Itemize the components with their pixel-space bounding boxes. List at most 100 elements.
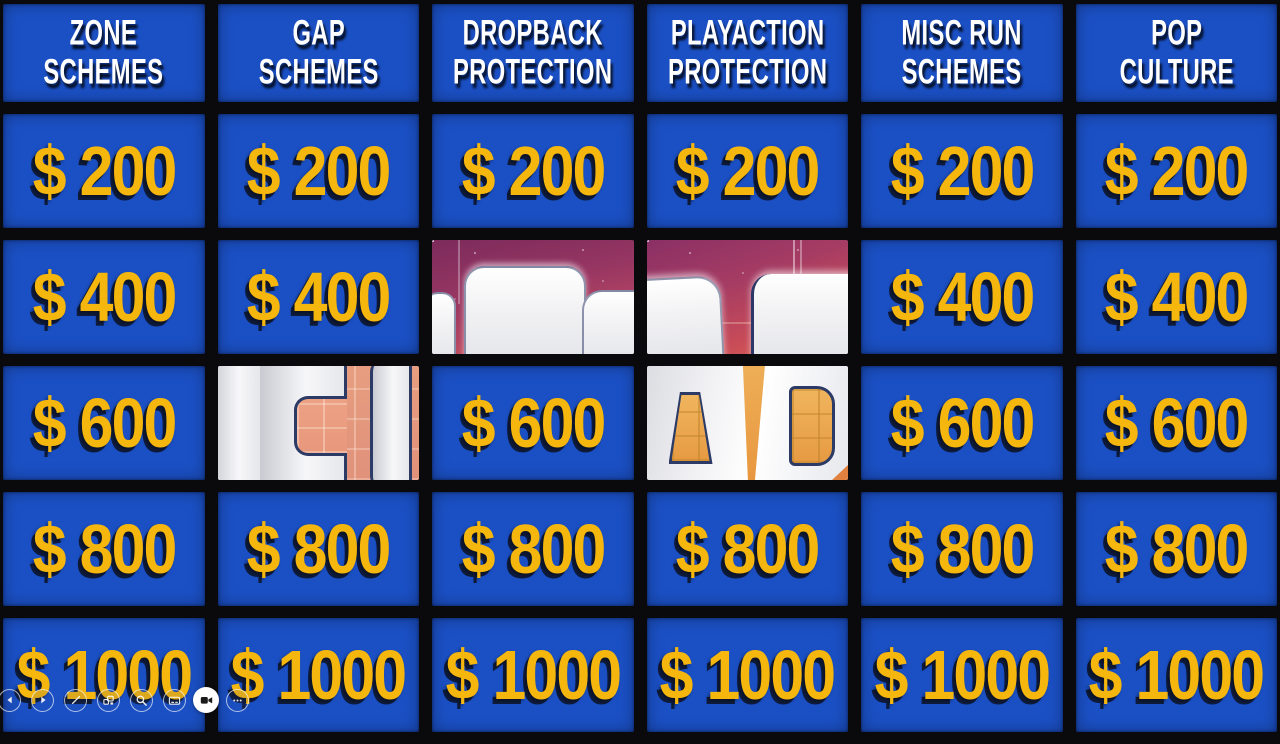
tile-value: $ 1000 — [1088, 636, 1265, 714]
all-slides-icon — [103, 695, 114, 705]
tile-value: $ 400 — [32, 258, 177, 336]
tile-misc-run-schemes-400[interactable]: $ 400 — [861, 240, 1063, 354]
tile-value: $ 1000 — [659, 636, 836, 714]
zoom-button[interactable] — [130, 688, 153, 712]
tile-misc-run-schemes-200[interactable]: $ 200 — [861, 114, 1063, 228]
sparkle-dots — [646, 240, 649, 242]
tile-gap-schemes-400[interactable]: $ 400 — [217, 240, 419, 354]
category-label: POP CULTURE — [1119, 12, 1234, 92]
captions-icon — [168, 696, 181, 705]
tile-gap-schemes-1000[interactable]: $ 1000 — [217, 618, 419, 732]
tile-playaction-protection-600-revealed[interactable] — [646, 366, 848, 480]
letter-d-counter — [788, 386, 835, 466]
tile-misc-run-schemes-800[interactable]: $ 800 — [861, 492, 1063, 606]
tile-value: $ 600 — [890, 384, 1035, 462]
category-header-zone-schemes: ZONE SCHEMES — [3, 4, 205, 102]
tile-value: $ 200 — [246, 132, 392, 210]
revealed-image-fragment — [646, 366, 848, 480]
revealed-image-fragment — [646, 240, 848, 354]
grid-line — [458, 240, 460, 304]
tile-zone-schemes-400[interactable]: $ 400 — [3, 240, 205, 354]
tile-pop-culture-600[interactable]: $ 600 — [1075, 366, 1277, 480]
letter-a-counter — [668, 392, 713, 464]
tile-pop-culture-200[interactable]: $ 200 — [1075, 114, 1277, 228]
more-options-button[interactable] — [226, 688, 249, 712]
tile-playaction-protection-200[interactable]: $ 200 — [646, 114, 848, 228]
previous-arrow-icon — [6, 696, 12, 704]
category-label: DROPBACK PROTECTION — [453, 12, 613, 92]
tile-gap-schemes-200[interactable]: $ 200 — [217, 114, 419, 228]
tile-dropback-protection-400-revealed[interactable] — [432, 240, 634, 354]
next-arrow-icon — [40, 696, 46, 704]
sparkle-dots — [432, 240, 434, 242]
tile-value: $ 600 — [1104, 384, 1250, 462]
tile-value: $ 400 — [890, 258, 1035, 336]
tile-value: $ 1000 — [874, 636, 1050, 714]
category-header-pop-culture: POP CULTURE — [1075, 4, 1277, 102]
tile-value: $ 200 — [1104, 132, 1250, 210]
letter-edge-shape — [369, 366, 412, 480]
next-slide-button[interactable] — [31, 688, 54, 712]
more-ellipsis-icon — [233, 698, 242, 702]
tile-dropback-protection-600[interactable]: $ 600 — [432, 366, 634, 480]
tile-misc-run-schemes-600[interactable]: $ 600 — [861, 366, 1063, 480]
tile-pop-culture-400[interactable]: $ 400 — [1075, 240, 1277, 354]
magnifier-icon — [136, 695, 147, 706]
presenter-toolbar — [0, 687, 249, 713]
tile-value: $ 800 — [32, 510, 177, 588]
tile-zone-schemes-200[interactable]: $ 200 — [3, 114, 205, 228]
letter-a-counter-fill — [671, 395, 710, 461]
tile-value: $ 800 — [890, 510, 1035, 588]
tile-zone-schemes-1000[interactable]: $ 1000 — [3, 618, 205, 732]
tile-value: $ 1000 — [445, 636, 621, 714]
tile-misc-run-schemes-1000[interactable]: $ 1000 — [861, 618, 1063, 732]
grid-line — [676, 322, 797, 324]
revealed-image-fragment — [217, 366, 419, 480]
camera-button[interactable] — [193, 687, 219, 713]
tile-value: $ 800 — [461, 510, 606, 588]
tile-value: $ 600 — [461, 384, 606, 462]
category-label: MISC RUN SCHEMES — [901, 12, 1022, 92]
tile-playaction-protection-800[interactable]: $ 800 — [646, 492, 848, 606]
category-label: GAP SCHEMES — [258, 12, 379, 92]
letter-c-counter — [293, 396, 347, 456]
camera-icon — [200, 696, 212, 704]
tile-value: $ 1000 — [230, 636, 407, 714]
pen-tool-button[interactable] — [64, 688, 87, 712]
letter-edge-shape — [217, 366, 263, 480]
letter-top-shape — [464, 266, 586, 354]
tile-value: $ 800 — [1104, 510, 1250, 588]
tile-playaction-protection-400-revealed[interactable] — [646, 240, 848, 354]
background-corner — [832, 465, 848, 480]
category-label: PLAYACTION PROTECTION — [667, 12, 827, 92]
tile-dropback-protection-200[interactable]: $ 200 — [432, 114, 634, 228]
revealed-image-fragment — [432, 240, 634, 354]
pen-icon — [71, 695, 80, 705]
tile-value: $ 200 — [675, 132, 821, 210]
letter-top-shape — [750, 274, 848, 354]
tile-value: $ 600 — [32, 384, 177, 462]
captions-button[interactable] — [163, 688, 186, 712]
letter-top-shape — [646, 275, 725, 354]
tile-zone-schemes-800[interactable]: $ 800 — [3, 492, 205, 606]
previous-slide-button[interactable] — [0, 688, 21, 712]
tile-pop-culture-800[interactable]: $ 800 — [1075, 492, 1277, 606]
tile-gap-schemes-600-revealed[interactable] — [217, 366, 419, 480]
tile-gap-schemes-800[interactable]: $ 800 — [217, 492, 419, 606]
tile-value: $ 200 — [890, 132, 1035, 210]
letter-top-shape — [432, 292, 456, 354]
tile-value: $ 200 — [461, 132, 606, 210]
tile-value: $ 200 — [32, 132, 177, 210]
tile-zone-schemes-600[interactable]: $ 600 — [3, 366, 205, 480]
all-slides-button[interactable] — [97, 688, 120, 712]
powerpoint-slideshow: { "theme": { "board_blue": "#1b50c5", "v… — [0, 4, 1277, 732]
tile-dropback-protection-1000[interactable]: $ 1000 — [432, 618, 634, 732]
tile-playaction-protection-1000[interactable]: $ 1000 — [646, 618, 848, 732]
category-label: ZONE SCHEMES — [43, 12, 164, 92]
category-header-playaction-protection: PLAYACTION PROTECTION — [646, 4, 848, 102]
category-header-misc-run-schemes: MISC RUN SCHEMES — [861, 4, 1063, 102]
tile-dropback-protection-800[interactable]: $ 800 — [432, 492, 634, 606]
tile-value: $ 800 — [675, 510, 821, 588]
tile-pop-culture-1000[interactable]: $ 1000 — [1075, 618, 1277, 732]
